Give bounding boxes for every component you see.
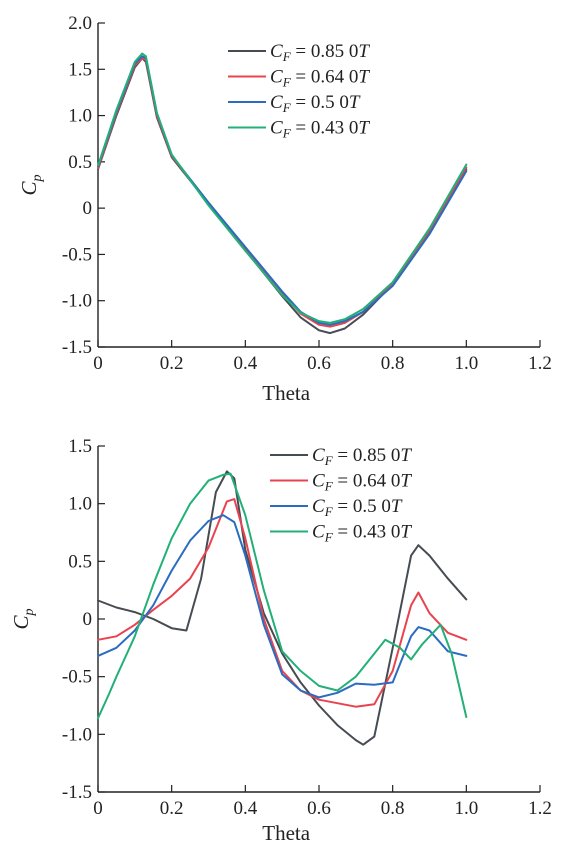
y-axis-label: Cp bbox=[9, 608, 37, 629]
y-tick-label: 0.5 bbox=[68, 551, 92, 572]
x-tick-label: 1.2 bbox=[528, 798, 552, 819]
x-axis-label: Theta bbox=[262, 821, 310, 845]
x-axis-label: Theta bbox=[262, 381, 310, 405]
y-axis-label-sub: p bbox=[30, 174, 45, 182]
legend-label-2: CF = 0.64 0T bbox=[270, 67, 370, 90]
series-line-4 bbox=[97, 52, 468, 324]
x-tick-label: 0.2 bbox=[160, 798, 184, 819]
y-tick-label: -1.5 bbox=[62, 337, 92, 358]
series-line-4 bbox=[97, 472, 468, 720]
y-tick-label: -0.5 bbox=[62, 667, 92, 688]
legend-label-value: = 0.85 0 bbox=[333, 445, 401, 466]
legend-label-main: C bbox=[312, 496, 325, 517]
legend-label-main: C bbox=[270, 92, 283, 113]
legend-label-2: CF = 0.64 0T bbox=[312, 471, 412, 494]
y-tick-label: -1.5 bbox=[62, 782, 92, 803]
legend-label-4: CF = 0.43 0T bbox=[312, 522, 412, 545]
x-tick-label: 0.8 bbox=[381, 353, 405, 374]
y-tick-label: 0 bbox=[83, 609, 93, 630]
series-line-2 bbox=[97, 498, 468, 708]
x-tick-label: 0.2 bbox=[160, 353, 184, 374]
x-tick-label: 0.4 bbox=[233, 798, 257, 819]
x-tick-label: 0.6 bbox=[307, 353, 331, 374]
x-tick-label: 0.4 bbox=[233, 353, 257, 374]
series-line-1 bbox=[97, 470, 468, 746]
x-tick-label: 1.2 bbox=[528, 353, 552, 374]
legend-label-sub: F bbox=[324, 530, 334, 545]
legend-label-main: C bbox=[270, 67, 283, 88]
y-tick-label: 1.5 bbox=[68, 59, 92, 80]
legend-label-sub: F bbox=[324, 504, 334, 519]
chart-2: 0 0.2 0.4 0.6 0.8 1.0 1.2 1.5 1.0 0.5 0 -0.5 -1.0 -1.… bbox=[9, 436, 552, 845]
y-tick-label: -1.0 bbox=[62, 724, 92, 745]
legend-label-sub: F bbox=[282, 49, 292, 64]
legend-label-sub: F bbox=[324, 453, 334, 468]
x-tick-label: 0 bbox=[93, 798, 103, 819]
series-line-3 bbox=[97, 514, 468, 699]
legend-label-1: CF = 0.85 0T bbox=[270, 41, 370, 64]
legend-label-unit: T bbox=[391, 496, 403, 517]
x-tick-label: 0.6 bbox=[307, 798, 331, 819]
y-tick-label: -1.0 bbox=[62, 291, 92, 312]
y-tick-label: 2.0 bbox=[68, 13, 92, 34]
y-tick-label: -0.5 bbox=[62, 244, 92, 265]
x-tick-label: 1.0 bbox=[454, 798, 478, 819]
legend-label-value: = 0.64 0 bbox=[291, 67, 359, 88]
legend-label-unit: T bbox=[400, 471, 412, 492]
y-tick-label: 1.0 bbox=[68, 106, 92, 127]
y-axis-label: Cp bbox=[17, 174, 45, 195]
legend-label-unit: T bbox=[358, 41, 370, 62]
y-tick-label: 1.5 bbox=[68, 436, 92, 457]
legend-label-unit: T bbox=[400, 445, 412, 466]
legend-label-unit: T bbox=[400, 522, 412, 543]
x-tick-label: 0.8 bbox=[381, 798, 405, 819]
x-tick-label: 0 bbox=[93, 353, 103, 374]
series-line-3 bbox=[97, 55, 468, 326]
legend-label-unit: T bbox=[358, 67, 370, 88]
legend-label-main: C bbox=[312, 445, 325, 466]
legend-label-value: = 0.64 0 bbox=[333, 471, 401, 492]
legend-label-3: CF = 0.5 0T bbox=[270, 92, 361, 115]
legend-label-1: CF = 0.85 0T bbox=[312, 445, 412, 468]
legend-label-sub: F bbox=[282, 100, 292, 115]
legend-label-value: = 0.43 0 bbox=[333, 522, 401, 543]
legend-label-4: CF = 0.43 0T bbox=[270, 118, 370, 141]
legend-label-unit: T bbox=[349, 92, 361, 113]
y-axis-label-main: C bbox=[17, 181, 41, 196]
legend-label-value: = 0.5 0 bbox=[333, 496, 391, 517]
legend-label-sub: F bbox=[324, 479, 334, 494]
legend-label-sub: F bbox=[282, 126, 292, 141]
legend-label-main: C bbox=[312, 471, 325, 492]
y-axis-label-main: C bbox=[9, 615, 33, 630]
legend-label-value: = 0.5 0 bbox=[291, 92, 349, 113]
legend-label-unit: T bbox=[358, 118, 370, 139]
legend-label-sub: F bbox=[282, 75, 292, 90]
y-axis-label-sub: p bbox=[22, 608, 37, 616]
legend-label-value: = 0.85 0 bbox=[291, 41, 359, 62]
legend-label-main: C bbox=[270, 118, 283, 139]
x-tick-label: 1.0 bbox=[454, 353, 478, 374]
y-tick-label: 0 bbox=[83, 198, 93, 219]
legend-label-value: = 0.43 0 bbox=[291, 118, 359, 139]
legend-label-main: C bbox=[312, 522, 325, 543]
y-tick-label: 1.0 bbox=[68, 494, 92, 515]
legend-label-3: CF = 0.5 0T bbox=[312, 496, 403, 519]
chart-1: 0 0.2 0.4 0.6 0.8 1.0 1.2 2.0 1.5 1.0 0.5 0 -0.5 -1.0… bbox=[17, 13, 552, 405]
y-tick-label: 0.5 bbox=[68, 152, 92, 173]
legend-label-main: C bbox=[270, 41, 283, 62]
